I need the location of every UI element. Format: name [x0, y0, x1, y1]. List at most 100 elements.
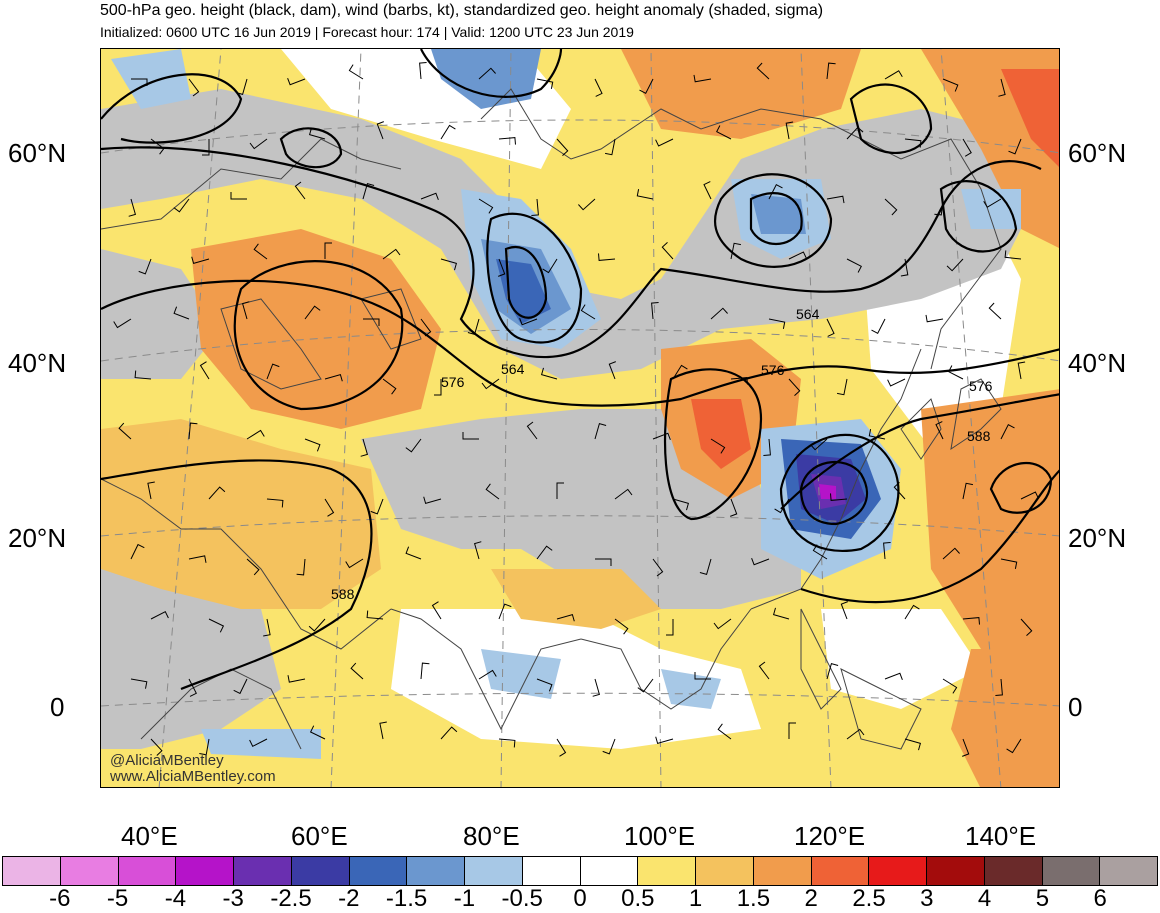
wind-barb — [942, 547, 960, 560]
wind-barb — [594, 78, 603, 97]
colorbar-tick-label: 0 — [573, 885, 587, 912]
wind-barb — [478, 67, 496, 80]
wind-barb — [840, 601, 848, 620]
wind-barb — [846, 126, 864, 140]
height-contours — [101, 49, 1059, 691]
colorbar-swatch — [176, 857, 234, 885]
colorbar-swatch — [927, 857, 985, 885]
contour-low-north — [420, 49, 563, 98]
wind-barb — [962, 138, 972, 157]
wind-barb — [772, 607, 790, 620]
wind-barb — [758, 661, 770, 680]
lat-label-40n-left: 40°N — [8, 348, 67, 378]
colorbar-swatch — [1100, 857, 1157, 885]
wind-barb — [366, 610, 384, 620]
anomaly-orange-arabia — [101, 419, 381, 609]
wind-barb — [703, 181, 712, 200]
wind-barb — [249, 138, 268, 150]
wind-barb — [542, 258, 558, 274]
wind-barb — [498, 738, 516, 748]
wind-barb — [830, 493, 848, 501]
contour-high-tibet — [663, 368, 763, 521]
wind-barb — [304, 438, 321, 452]
wind-barb — [363, 318, 380, 326]
lat-label-60n-left: 60°N — [8, 138, 67, 168]
wind-barb — [883, 542, 891, 560]
contour-typhoon-inner — [799, 460, 868, 526]
wind-barb — [540, 367, 558, 380]
wind-barb — [900, 258, 909, 277]
contour-564-north — [101, 146, 1042, 359]
wind-barb — [655, 736, 674, 745]
wind-barb — [942, 678, 958, 694]
lon-label-60e: 60°E — [291, 821, 348, 851]
wind-barb — [263, 618, 271, 637]
wind-barb — [699, 558, 712, 576]
wind-barb — [360, 438, 369, 457]
anomaly-colorbar — [2, 856, 1158, 886]
forecast-map: 564 564 576 576 576 588 588 — [100, 48, 1060, 788]
wind-barb — [884, 198, 898, 216]
colorbar-swatch — [522, 857, 581, 885]
wind-barb — [751, 558, 770, 566]
wind-barb — [884, 672, 903, 680]
wind-barb — [462, 432, 479, 440]
wind-barb — [763, 438, 771, 456]
contour-low-siberia-inner — [504, 246, 548, 319]
wind-barb — [498, 603, 512, 620]
wind-barb — [296, 558, 306, 576]
lon-label-120e: 120°E — [794, 821, 866, 851]
wind-barb — [578, 198, 596, 211]
wind-barb — [440, 124, 456, 140]
wind-barb — [694, 672, 711, 680]
wind-barb — [531, 198, 539, 216]
wind-barb — [942, 78, 959, 92]
colorbar-tick-label: 1 — [688, 885, 703, 912]
wind-barb — [235, 78, 248, 96]
colorbar-swatch — [696, 857, 754, 885]
wind-barb — [188, 422, 198, 440]
contour-588-east — [780, 393, 1059, 510]
wind-barb — [995, 678, 1003, 696]
wind-barb — [130, 543, 145, 560]
wind-barb — [131, 78, 148, 86]
wind-barb — [113, 318, 132, 329]
wind-barb — [812, 544, 828, 560]
wind-barb — [188, 555, 207, 563]
wind-barb — [419, 62, 427, 80]
wind-barb — [934, 198, 944, 216]
wind-barb — [536, 545, 553, 560]
contour-low-scandinavia — [279, 127, 343, 169]
lat-label-20n-left: 20°N — [8, 523, 67, 553]
lat-label-20n-right: 20°N — [1068, 523, 1127, 553]
colorbar-tick-label: 2.5 — [852, 885, 886, 912]
wind-barb — [774, 498, 790, 514]
wind-barb — [556, 482, 564, 499]
contour-label: 588 — [331, 586, 355, 602]
wind-barb — [826, 662, 839, 680]
lon-label-100e: 100°E — [624, 821, 696, 851]
anomaly-neutral-south — [391, 609, 761, 749]
wind-barb — [652, 432, 671, 440]
wind-barb — [382, 378, 397, 395]
wind-barb — [230, 192, 247, 200]
wind-barb — [826, 318, 835, 337]
wind-barb — [173, 306, 190, 320]
wind-barb — [266, 363, 280, 380]
wind-barb — [309, 725, 326, 740]
wind-barb — [478, 669, 497, 680]
wind-barb — [904, 738, 922, 751]
wind-barb — [983, 198, 1002, 208]
wind-barb — [756, 62, 770, 80]
wind-barb — [717, 723, 732, 740]
wind-barb — [1020, 491, 1039, 500]
wind-barb — [693, 74, 712, 83]
wind-barb — [713, 618, 732, 630]
wind-barb — [614, 488, 633, 500]
wind-barb — [868, 429, 886, 440]
anomaly-red-northeast — [1001, 69, 1059, 167]
lon-label-80e: 80°E — [463, 821, 520, 851]
anomaly-red-tibet — [691, 399, 751, 469]
wind-barb — [602, 738, 616, 755]
colorbar-tick-label: -3 — [222, 885, 244, 912]
